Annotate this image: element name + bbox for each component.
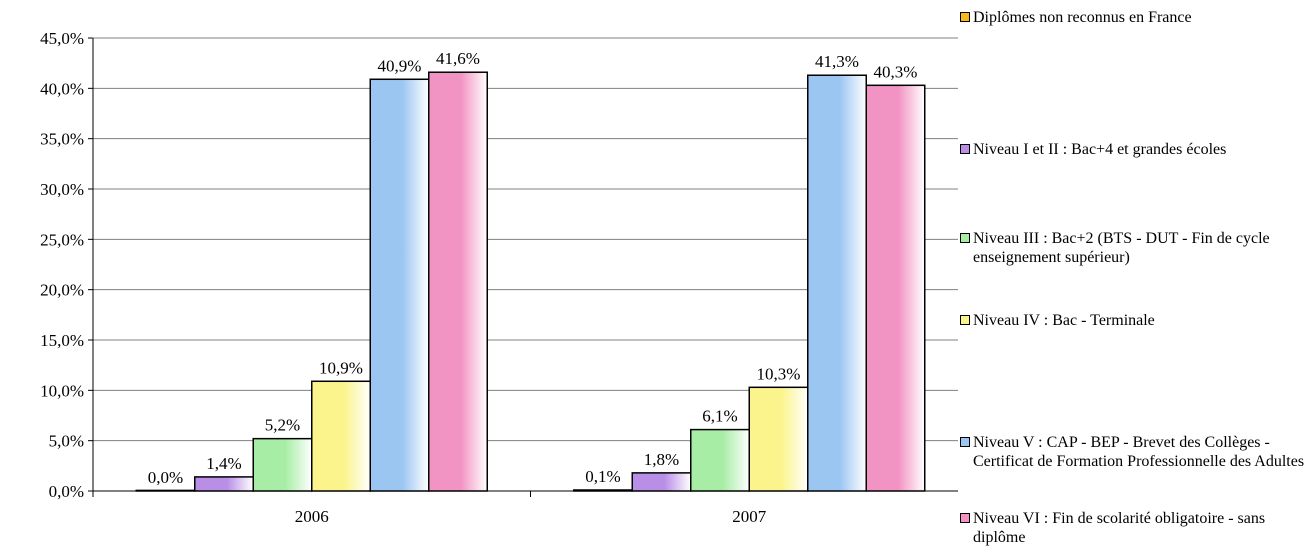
legend-item-niveau-v: Niveau V : CAP - BEP - Brevet des Collèg…	[958, 433, 1310, 471]
axes: 0,0% 5,0% 10,0% 15,0% 20,0% 25,0% 30,0% 35,0% 40…	[40, 29, 958, 526]
bar	[748, 386, 809, 492]
bar	[311, 380, 371, 492]
legend-label: Niveau VI : Fin de scolarité obligatoire…	[973, 510, 1266, 546]
y-tick-label: 45,0%	[40, 29, 84, 48]
legend-swatch	[960, 233, 970, 243]
bar	[631, 472, 692, 492]
legend-label: Niveau V : CAP - BEP - Brevet des Collèg…	[973, 434, 1305, 470]
legend-item-niveau-i-ii: Niveau I et II : Bac+4 et grandes écoles	[958, 140, 1310, 159]
data-label: 10,9%	[319, 358, 363, 377]
legend-swatch	[960, 144, 970, 154]
bars	[135, 71, 926, 492]
data-label: 0,1%	[585, 467, 620, 486]
legend-swatch	[960, 513, 970, 523]
legend-swatch	[960, 12, 970, 22]
data-label: 40,3%	[874, 62, 918, 81]
data-label: 40,9%	[378, 56, 422, 75]
bar	[369, 78, 430, 492]
bar	[865, 84, 926, 492]
y-tick-label: 15,0%	[40, 331, 84, 350]
legend-item-niveau-iii: Niveau III : Bac+2 (BTS - DUT - Fin de c…	[958, 229, 1310, 267]
data-labels: 0,0% 1,4% 5,2% 10,9% 40,9% 41,6% 0,1% 1,8% 6,1% 1…	[148, 49, 918, 487]
data-label: 0,0%	[148, 468, 183, 487]
legend-item-niveau-iv: Niveau IV : Bac - Terminale	[958, 311, 1310, 330]
legend-swatch	[960, 437, 970, 447]
y-tick-label: 0,0%	[49, 482, 84, 501]
legend-label: Diplômes non reconnus en France	[973, 9, 1192, 26]
bar	[194, 476, 254, 492]
legend-swatch	[960, 315, 970, 325]
bar	[690, 428, 750, 492]
legend-label: Niveau IV : Bac - Terminale	[973, 312, 1155, 329]
bar	[252, 437, 313, 492]
y-tick-label: 35,0%	[40, 130, 84, 149]
y-tick-label: 5,0%	[49, 432, 84, 451]
data-label: 1,8%	[644, 450, 679, 469]
x-tick-label: 2006	[295, 507, 329, 526]
x-tick-label: 2007	[732, 507, 767, 526]
legend-item-niveau-vi: Niveau VI : Fin de scolarité obligatoire…	[958, 509, 1310, 547]
data-label: 41,3%	[815, 52, 859, 71]
legend-label: Niveau I et II : Bac+4 et grandes écoles	[973, 141, 1227, 158]
bar	[428, 71, 488, 492]
data-label: 5,2%	[265, 416, 300, 435]
data-label: 6,1%	[702, 407, 737, 426]
data-label: 10,3%	[757, 364, 801, 383]
plot-area: 0,0% 5,0% 10,0% 15,0% 20,0% 25,0% 30,0% 35,0% 40…	[40, 29, 958, 526]
y-tick-label: 40,0%	[40, 79, 84, 98]
data-label: 41,6%	[436, 49, 480, 68]
bar	[807, 74, 867, 492]
y-tick-label: 30,0%	[40, 180, 84, 199]
data-label: 1,4%	[206, 454, 241, 473]
y-tick-label: 25,0%	[40, 230, 84, 249]
y-tick-label: 10,0%	[40, 381, 84, 400]
y-tick-label: 20,0%	[40, 281, 84, 300]
legend-label: Niveau III : Bac+2 (BTS - DUT - Fin de c…	[973, 230, 1270, 266]
legend-item-diplomes-non-reconnus: Diplômes non reconnus en France	[958, 8, 1310, 27]
